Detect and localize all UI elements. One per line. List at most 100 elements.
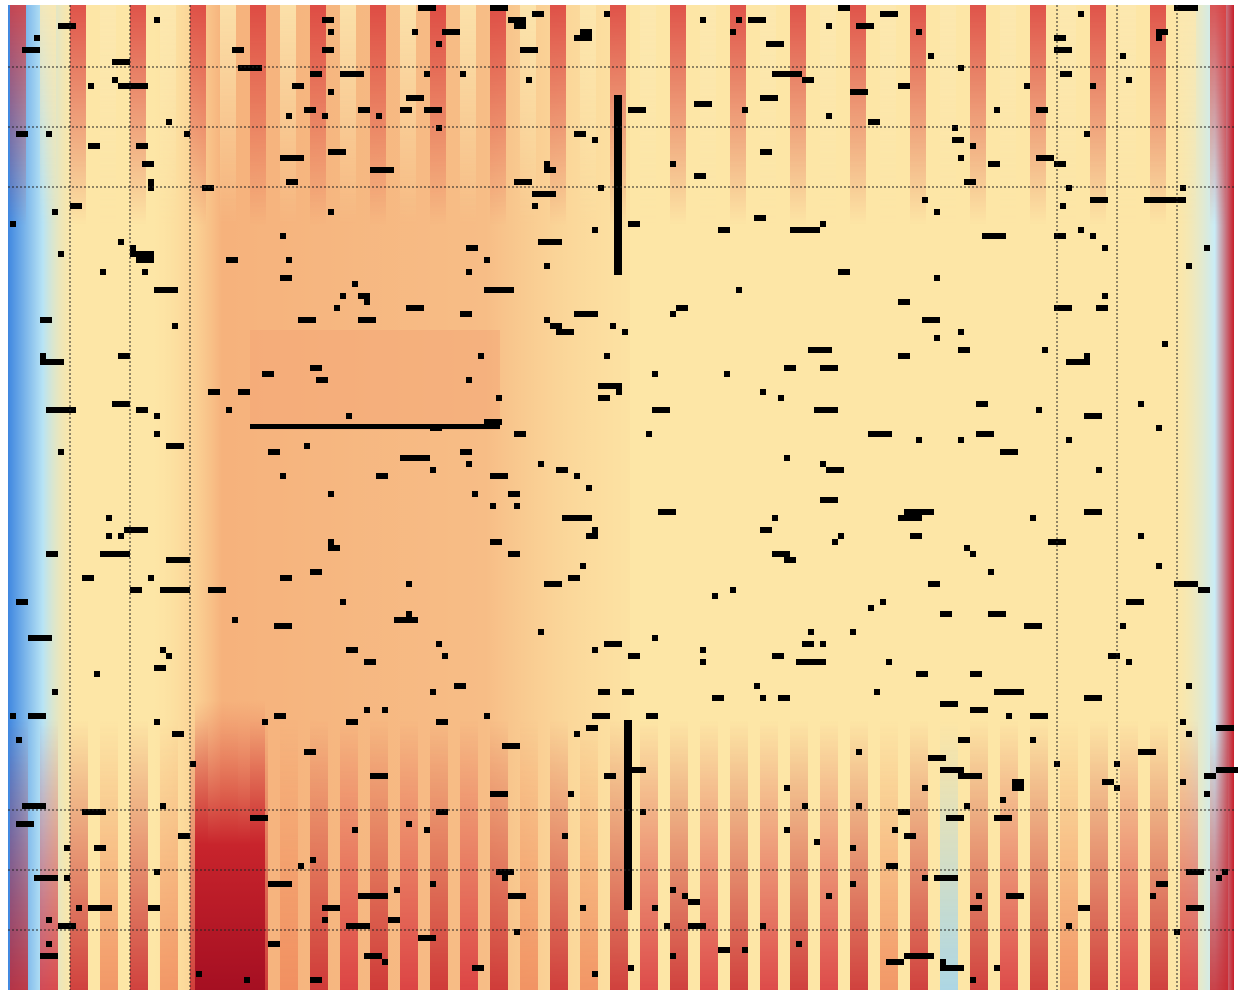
- speck: [1078, 905, 1090, 911]
- speck: [970, 143, 976, 149]
- speck: [604, 773, 616, 779]
- speck: [940, 959, 946, 965]
- speck: [370, 167, 394, 173]
- speck: [442, 29, 460, 35]
- speck: [1030, 515, 1036, 521]
- stripe: [520, 5, 536, 225]
- speck: [694, 101, 712, 107]
- speck: [148, 575, 154, 581]
- speck: [136, 143, 148, 149]
- speck: [1180, 185, 1186, 191]
- speck: [382, 707, 388, 713]
- speck: [574, 731, 580, 737]
- speck: [544, 581, 562, 587]
- speck: [328, 209, 334, 215]
- speck: [760, 389, 766, 395]
- speck: [994, 107, 1000, 113]
- speck: [328, 149, 346, 155]
- speck: [238, 65, 262, 71]
- stripe: [1090, 720, 1108, 990]
- speck: [346, 413, 352, 419]
- speck: [430, 689, 436, 695]
- speck: [496, 395, 502, 401]
- speck: [730, 29, 736, 35]
- speck: [1216, 875, 1222, 881]
- speck: [280, 473, 286, 479]
- speck: [514, 179, 532, 185]
- speck: [1084, 413, 1102, 419]
- speck: [112, 401, 130, 407]
- speck: [328, 545, 340, 551]
- stripe: [670, 720, 688, 990]
- speck: [868, 119, 880, 125]
- speck: [424, 107, 442, 113]
- speck: [676, 305, 688, 311]
- speck: [106, 533, 112, 539]
- speck: [526, 77, 532, 83]
- speck: [922, 317, 940, 323]
- speck: [430, 467, 436, 473]
- speck: [670, 161, 676, 167]
- speck: [1138, 533, 1144, 539]
- stripe: [100, 5, 116, 225]
- speck: [304, 443, 310, 449]
- stripe: [130, 720, 148, 990]
- speck: [508, 17, 526, 23]
- speck: [514, 929, 520, 935]
- speck: [310, 977, 322, 983]
- speck: [16, 737, 22, 743]
- speck: [628, 653, 640, 659]
- speck: [40, 953, 58, 959]
- speck: [988, 569, 994, 575]
- speck: [574, 311, 598, 317]
- speck: [1186, 263, 1192, 269]
- speck: [142, 161, 154, 167]
- speck: [874, 689, 880, 695]
- speck: [1156, 35, 1162, 41]
- speck: [598, 395, 610, 401]
- speck: [286, 113, 292, 119]
- speck: [574, 473, 580, 479]
- speck: [250, 815, 268, 821]
- speck: [544, 161, 550, 167]
- speck: [958, 65, 964, 71]
- speck: [736, 287, 742, 293]
- stripe: [340, 720, 358, 990]
- speck: [580, 29, 592, 35]
- speck: [1138, 401, 1144, 407]
- speck: [640, 809, 646, 815]
- speck: [784, 455, 790, 461]
- speck: [868, 431, 892, 437]
- speck: [958, 155, 964, 161]
- speck: [826, 893, 832, 899]
- speck: [628, 965, 634, 971]
- speck: [46, 407, 76, 413]
- speck: [514, 503, 520, 509]
- speck: [568, 791, 574, 797]
- speck: [1216, 767, 1238, 773]
- speck: [46, 551, 58, 557]
- speck: [700, 647, 706, 653]
- speck: [868, 605, 874, 611]
- stripe: [400, 5, 416, 225]
- speck: [880, 599, 886, 605]
- speck: [430, 881, 436, 887]
- speck: [898, 353, 910, 359]
- speck: [28, 713, 46, 719]
- speck: [424, 827, 430, 833]
- speck: [1090, 197, 1108, 203]
- stripe: [10, 5, 26, 225]
- speck: [1144, 197, 1162, 203]
- speck: [436, 809, 448, 815]
- speck: [1090, 233, 1096, 239]
- speck: [280, 155, 304, 161]
- speck: [850, 89, 868, 95]
- stripe: [790, 5, 806, 225]
- speck: [652, 371, 658, 377]
- speck: [358, 293, 370, 299]
- speck: [322, 17, 334, 23]
- speck: [1036, 155, 1054, 161]
- speck: [34, 875, 58, 881]
- speck: [10, 713, 16, 719]
- speck: [592, 713, 610, 719]
